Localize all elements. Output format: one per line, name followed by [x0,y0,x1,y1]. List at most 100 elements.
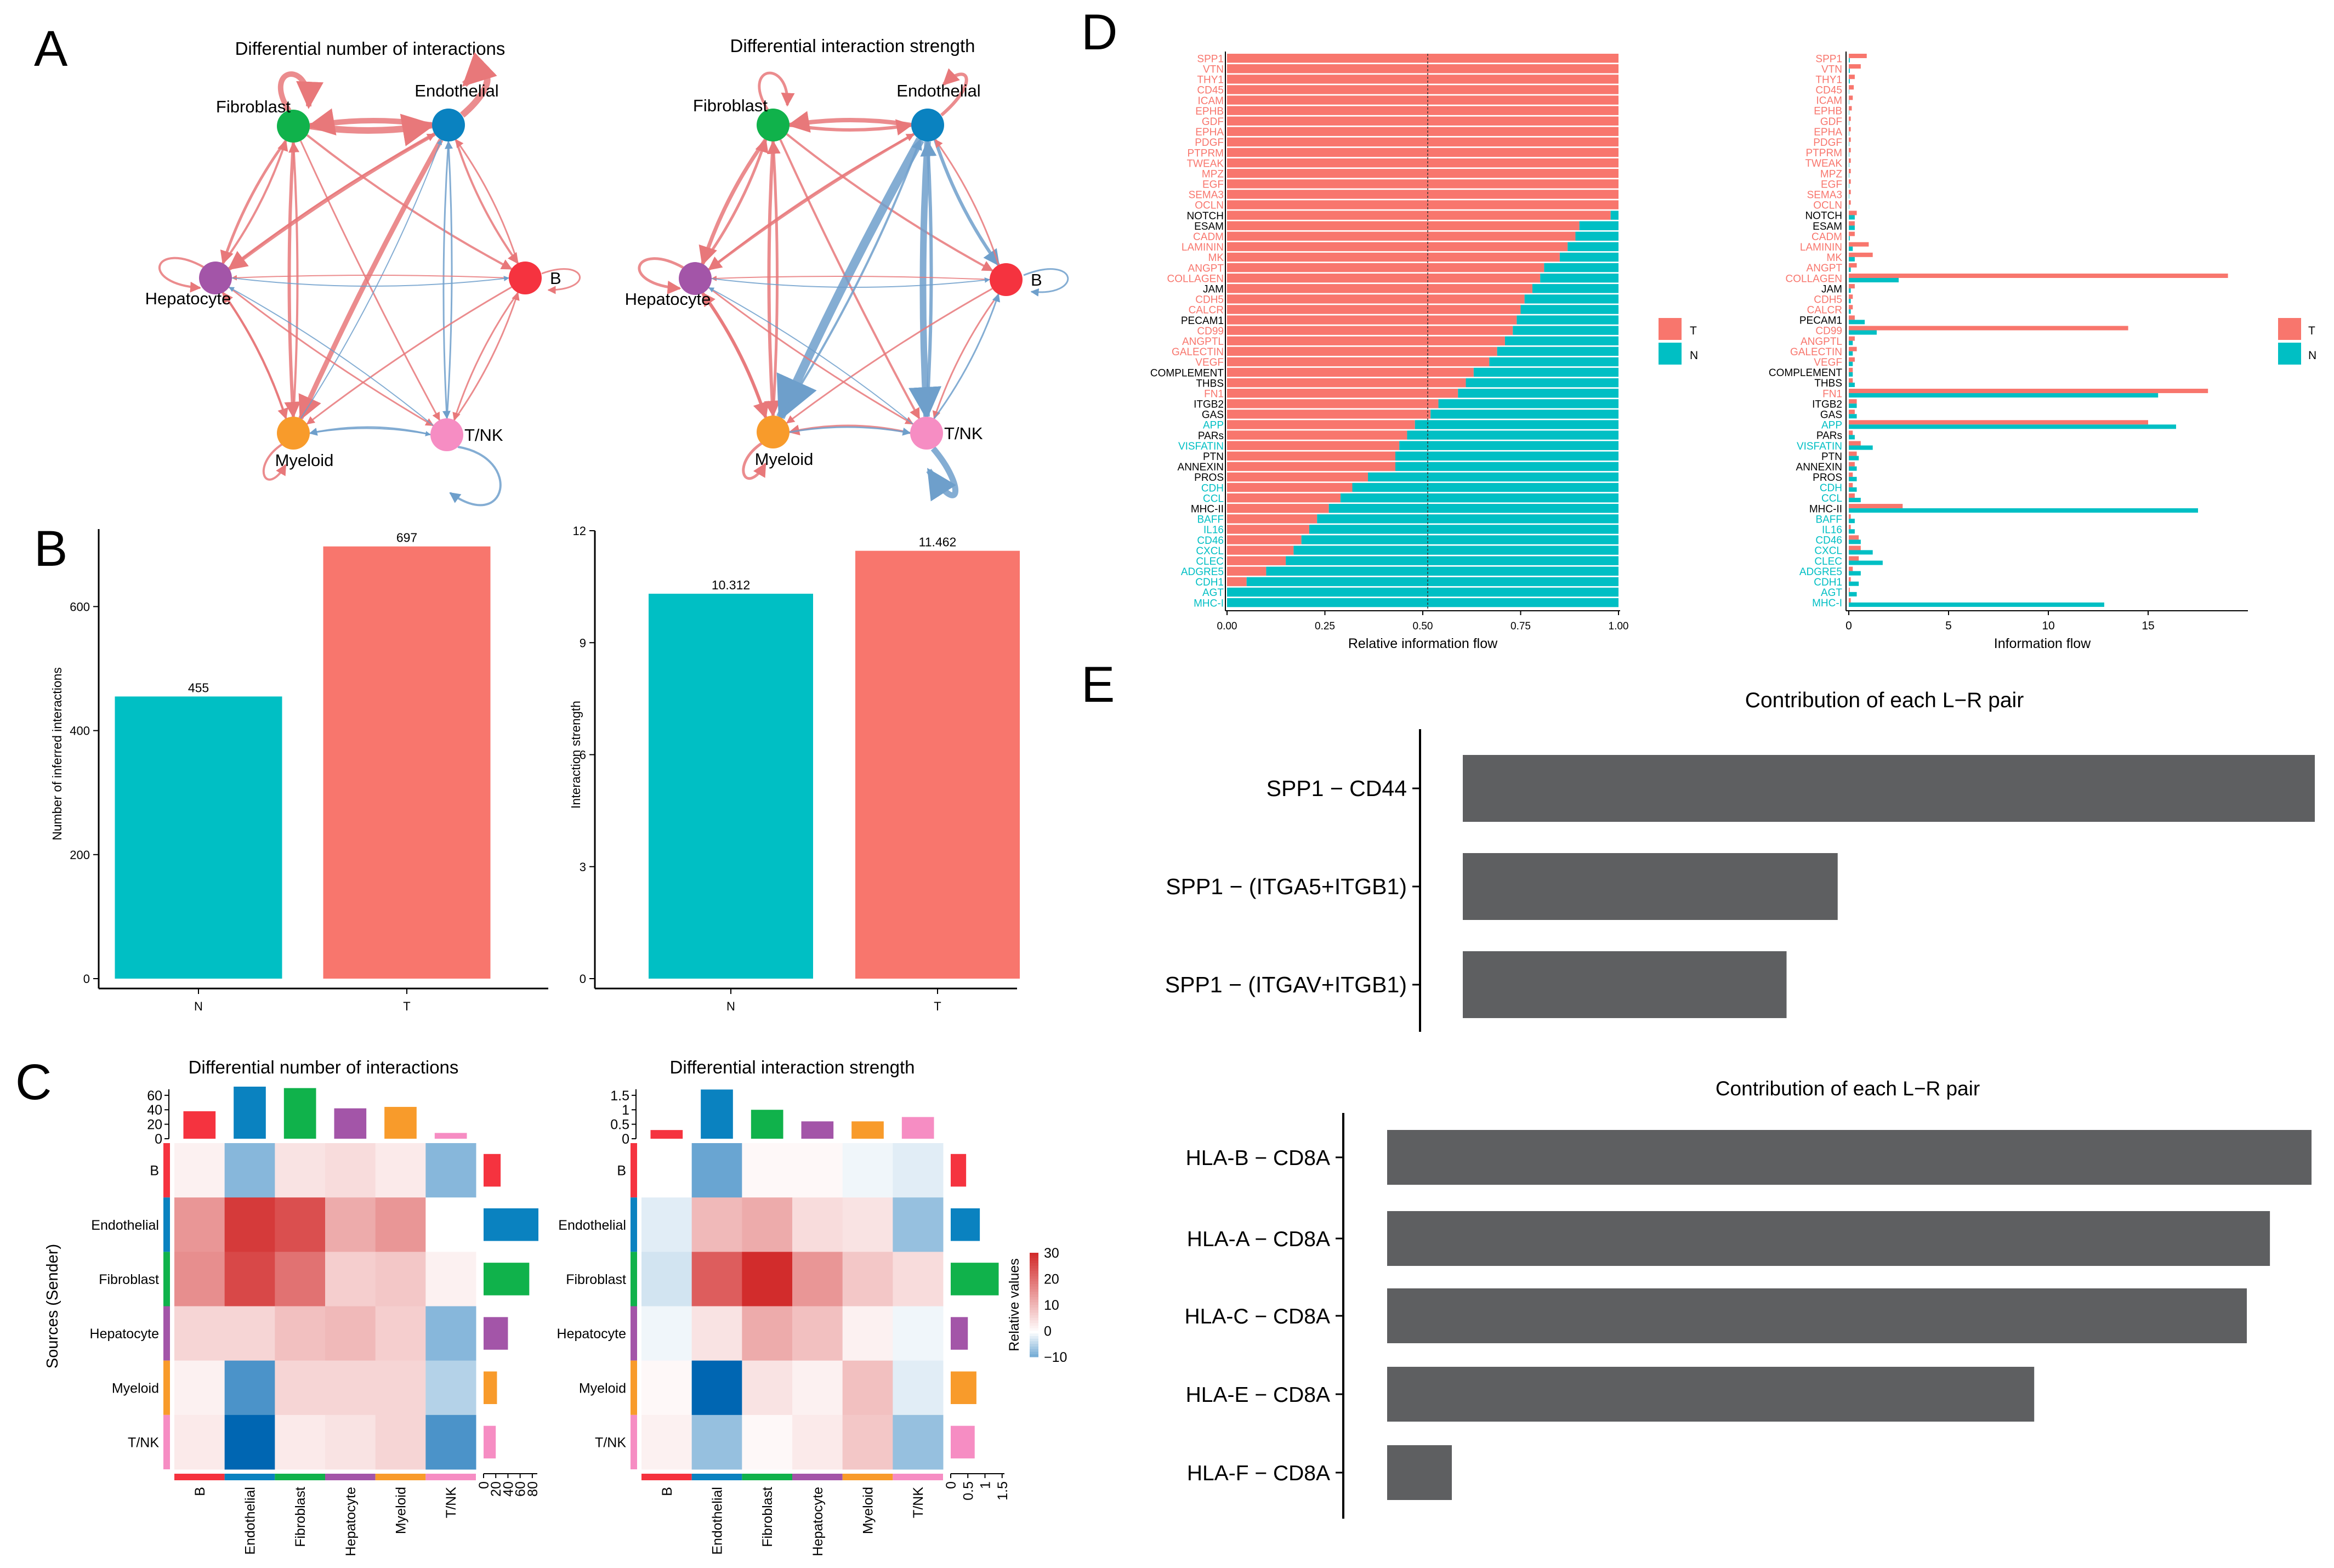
col-label-myeloid: Myeloid [861,1487,876,1534]
bar-n-spp1 [1849,58,1850,63]
edge-fibroblast-to-hepatocyte [699,138,768,266]
pathway-label-pars: PARs [1816,430,1842,442]
network-title-number: Differential number of interactions [235,38,506,59]
bar-n-cd46 [1301,535,1619,544]
edge-endothelial-to-t-nk [908,141,942,420]
bar-value-label: 10.312 [712,578,750,592]
bar-n-visfatin [1399,441,1619,450]
y-tick-label: 200 [70,848,90,862]
bar-t-app [1849,420,2148,425]
top-bar-myeloid [851,1121,884,1139]
pathway-label-visfatin: VISFATIN [1797,441,1842,452]
node-endothelial [911,109,944,141]
lr-label-hla-e-cd8a: HLA-E − CD8A [1186,1383,1330,1407]
lr-label-spp1-cd44: SPP1 − CD44 [1267,776,1407,801]
heat-cell-t-nk-endothelial [691,1414,742,1470]
row-label-b: B [617,1163,626,1179]
bar-t-mpz [1227,169,1619,178]
row-label-hepatocyte: Hepatocyte [90,1326,159,1342]
bar-t-esam [1849,221,1855,226]
top-tick-label: 0.5 [610,1117,629,1133]
bar-t-fn1 [1227,389,1458,398]
edge-endothelial-to-fibroblast [307,108,433,135]
bar-t-collagen [1849,273,2228,279]
bar-n-angpt [1849,267,1851,272]
bar-t-spp1 [1227,54,1619,63]
pathway-label-calcr: CALCR [1807,305,1842,316]
pathway-label-agt: AGT [1202,587,1224,599]
heat-cell-myeloid-b [641,1360,692,1416]
top-bar-fibroblast [283,1088,316,1139]
pathway-label-itgb2: ITGB2 [1812,399,1842,410]
heat-cell-endothelial-b [174,1197,225,1252]
col-color-fibroblast [742,1474,792,1480]
heat-cell-hepatocyte-endothelial [691,1306,742,1361]
node-hepatocyte [679,262,712,295]
pathway-label-cd99: CD99 [1197,326,1224,337]
col-label-endothelial: Endothelial [243,1487,258,1555]
bar-n-mhc-ii [1328,504,1619,513]
lr-bar-hla-e-cd8a [1387,1367,2035,1422]
heat-cell-fibroblast-endothelial [691,1252,742,1306]
edge-endothelial-to-myeloid [298,138,444,421]
edge-t-nk-to-endothelial [920,140,937,417]
colorbar-step [1030,1315,1038,1319]
edge-t-nk-to-hepatocyte [228,286,434,426]
self-loop-t-nk [449,446,502,507]
bar-n-cdh1 [1246,577,1619,587]
bar-chart-interaction-strength: 0 3 6 9 12 10.312 N 11.462 T Interaction strength [569,524,1020,1013]
bar-n-angpt [1544,263,1619,272]
pathway-label-mpz: MPZ [1202,168,1224,180]
pathway-label-angpt: ANGPT [1807,263,1843,274]
node-fibroblast [757,109,790,141]
pathway-label-pros: PROS [1813,472,1842,484]
information-flow-chart: SPP1VTNTHY1CD45ICAMEPHBGDFEPHAPDGFPTPRMT… [1769,52,2316,651]
colorbar-step [1030,1289,1038,1292]
bar-t-pros [1849,472,1853,477]
bar-n-complement [1849,372,1853,377]
edge-b-to-t-nk [452,292,519,421]
heat-cell-hepatocyte-b [641,1306,692,1361]
bar-n-clec [1849,560,1883,565]
bar-t-tweak [1849,158,1851,163]
bar-n-ccl [1341,493,1619,503]
pathway-label-ephb: EPHB [1195,106,1224,117]
edge-b-to-endothelial [934,139,1000,265]
pathway-label-galectin: GALECTIN [1790,346,1842,358]
pathway-label-esam: ESAM [1194,221,1224,232]
bar-t-il16 [1227,525,1309,534]
pathway-label-baff: BAFF [1197,514,1224,526]
heat-cell-t-nk-hepatocyte [325,1414,376,1470]
relative-information-flow-chart: SPP1VTNTHY1CD45ICAMEPHBGDFEPHAPDGFPTPRMT… [1150,52,1698,651]
row-label-myeloid: Myeloid [112,1380,159,1396]
bar-t-itgb2 [1849,399,1857,404]
edge-hepatocyte-to-endothelial [708,133,915,270]
heat-cell-myeloid-hepatocyte [792,1360,843,1416]
colorbar-step [1030,1305,1038,1308]
y-axis-title: Number of inferred interactions [50,667,64,840]
bar-t-baff [1227,514,1318,524]
bar-t-thbs [1849,378,1853,383]
heat-cell-fibroblast-t-nk [893,1252,944,1306]
heat-cell-b-endothelial [691,1143,742,1198]
y-axis-title: Sources (Sender) [44,1244,61,1368]
top-tick-label: 20 [147,1117,162,1133]
legend-swatch-t [1659,318,1682,340]
bar-t [855,550,1020,979]
bar-t-calcr [1849,305,1853,310]
bar-n-notch [1849,215,1855,220]
bar-t-notch [1227,211,1611,220]
right-bar-endothelial [484,1208,538,1241]
bar-n-annexin [1849,466,1857,471]
row-label-fibroblast: Fibroblast [99,1272,159,1287]
row-color-b [631,1143,637,1198]
bar-t-cd99 [1849,326,2128,331]
bar-t-gdf [1227,116,1619,126]
heat-cell-endothelial-endothelial [224,1197,275,1252]
heat-cell-b-hepatocyte [325,1143,376,1198]
heatmap-interaction-number: Differential number of interactions B End… [44,1057,541,1556]
legend-label-n: N [2308,349,2316,362]
colorbar-step [1030,1341,1038,1344]
colorbar-step [1030,1351,1038,1355]
colorbar-step [1030,1344,1038,1347]
